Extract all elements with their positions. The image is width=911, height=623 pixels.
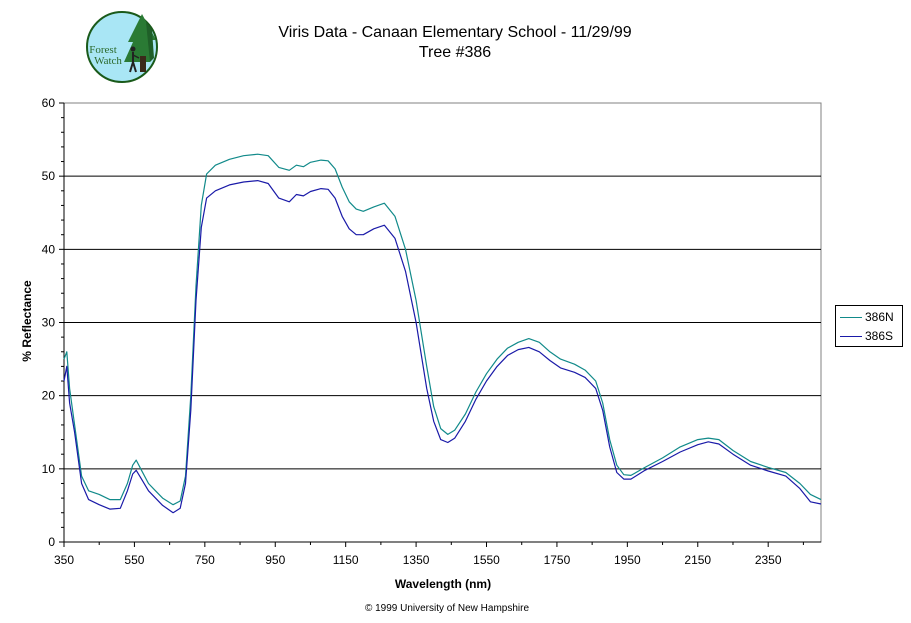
x-tick-label: 1350 [403, 553, 430, 567]
y-axis-label: % Reflectance [20, 280, 34, 362]
y-tick-label: 20 [42, 389, 56, 403]
x-tick-label: 750 [195, 553, 215, 567]
x-tick-label: 1550 [473, 553, 500, 567]
x-tick-label: 1750 [544, 553, 571, 567]
copyright-footer: © 1999 University of New Hampshire [365, 603, 530, 614]
y-tick-label: 50 [42, 169, 56, 183]
forest-watch-logo: Forest Watch [86, 11, 158, 83]
legend: 386N 386S [835, 305, 903, 347]
y-tick-label: 30 [42, 316, 56, 330]
x-tick-label: 2350 [755, 553, 782, 567]
x-tick-label: 1950 [614, 553, 641, 567]
legend-label-386N: 386N [865, 310, 894, 324]
legend-item-386S: 386S [840, 328, 893, 344]
logo-line2: Watch [94, 55, 122, 67]
legend-swatch-386S [840, 335, 862, 337]
x-axis-label: Wavelength (nm) [395, 577, 491, 591]
x-tick-label: 950 [265, 553, 285, 567]
x-tick-label: 1150 [333, 553, 359, 567]
y-tick-label: 40 [42, 242, 56, 256]
legend-item-386N: 386N [840, 309, 894, 325]
logo-line1: Forest [89, 44, 117, 56]
y-tick-label: 10 [42, 462, 56, 476]
legend-swatch-386N [840, 316, 862, 318]
plot-area: 0 10 20 30 40 50 60 350 550 750 950 1150 1350 1550 175… [42, 96, 822, 567]
person-icon [129, 46, 140, 73]
series-line-386S [63, 180, 822, 514]
x-tick-label: 550 [124, 553, 144, 567]
x-tick-label: 350 [54, 553, 74, 567]
y-tick-label: 60 [42, 96, 56, 110]
chart-title: Viris Data - Canaan Elementary School - … [278, 24, 631, 41]
x-tick-label: 2150 [684, 553, 711, 567]
series-line-386N [63, 153, 822, 506]
y-tick-label: 0 [48, 535, 55, 549]
chart-subtitle: Tree #386 [419, 44, 491, 61]
legend-label-386S: 386S [865, 329, 894, 343]
